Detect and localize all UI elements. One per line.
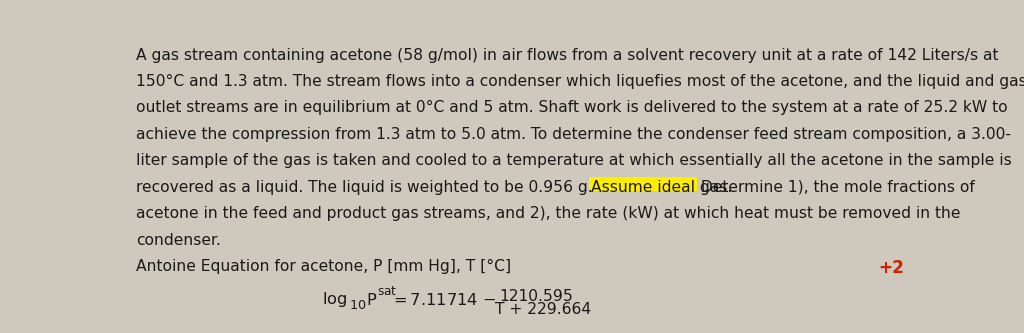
Text: outlet streams are in equilibrium at 0°C and 5 atm. Shaft work is delivered to t: outlet streams are in equilibrium at 0°C… (136, 101, 1008, 116)
Text: $\mathregular{sat}$: $\mathregular{sat}$ (377, 285, 397, 298)
Text: Antoine Equation for acetone, P [mm Hg], T [°C]: Antoine Equation for acetone, P [mm Hg],… (136, 259, 511, 274)
Text: 1210.595: 1210.595 (500, 289, 573, 304)
Text: $\mathregular{P}$: $\mathregular{P}$ (367, 291, 377, 307)
Text: condenser.: condenser. (136, 232, 221, 247)
Text: $\mathregular{ = 7.11714\,-}$: $\mathregular{ = 7.11714\,-}$ (390, 291, 497, 307)
Text: T + 229.664: T + 229.664 (496, 302, 592, 317)
Text: Assume ideal gas.: Assume ideal gas. (591, 180, 732, 195)
Text: +2: +2 (879, 259, 904, 277)
Text: $\mathregular{10}$: $\mathregular{10}$ (348, 299, 366, 312)
Text: A gas stream containing acetone (58 g/mol) in air flows from a solvent recovery : A gas stream containing acetone (58 g/mo… (136, 48, 998, 63)
Text: 150°C and 1.3 atm. The stream flows into a condenser which liquefies most of the: 150°C and 1.3 atm. The stream flows into… (136, 74, 1024, 89)
Text: $\mathregular{log}$: $\mathregular{log}$ (323, 290, 348, 309)
Text: Determine 1), the mole fractions of: Determine 1), the mole fractions of (695, 180, 975, 195)
Text: recovered as a liquid. The liquid is weighted to be 0.956 g.: recovered as a liquid. The liquid is wei… (136, 180, 597, 195)
Text: achieve the compression from 1.3 atm to 5.0 atm. To determine the condenser feed: achieve the compression from 1.3 atm to … (136, 127, 1011, 142)
Text: acetone in the feed and product gas streams, and 2), the rate (kW) at which heat: acetone in the feed and product gas stre… (136, 206, 961, 221)
Text: liter sample of the gas is taken and cooled to a temperature at which essentiall: liter sample of the gas is taken and coo… (136, 153, 1012, 168)
Bar (590, 177, 697, 191)
